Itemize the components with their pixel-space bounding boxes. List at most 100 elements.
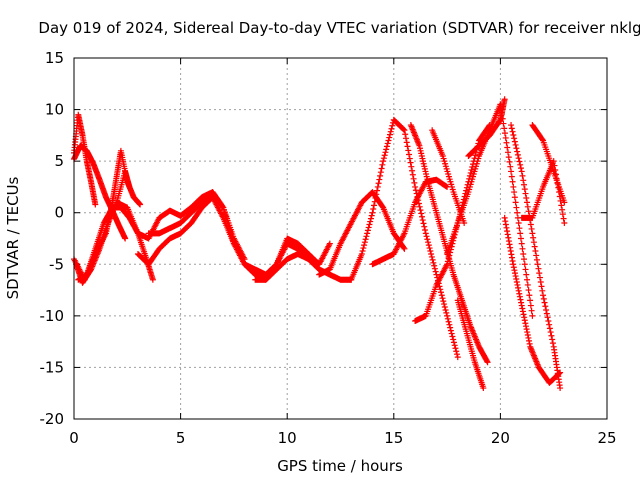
- data-point: [467, 169, 474, 176]
- data-point: [503, 224, 510, 231]
- data-point: [527, 302, 534, 309]
- data-point: [377, 172, 384, 179]
- data-point: [370, 206, 377, 213]
- data-point: [361, 239, 368, 246]
- data-point: [437, 286, 444, 293]
- data-point: [416, 203, 423, 210]
- data-point: [372, 194, 379, 201]
- data-point: [554, 180, 561, 187]
- data-point: [510, 264, 517, 271]
- data-point: [537, 278, 544, 285]
- data-point: [407, 159, 414, 166]
- data-point: [522, 266, 529, 273]
- data-point: [438, 289, 445, 296]
- data-point: [519, 308, 526, 315]
- data-point: [513, 204, 520, 211]
- data-point: [426, 245, 433, 252]
- data-point: [459, 202, 466, 209]
- data-point: [463, 184, 470, 191]
- data-point: [374, 187, 381, 194]
- data-point: [418, 210, 425, 217]
- data-point: [448, 330, 455, 337]
- data-point: [556, 193, 563, 200]
- data-point: [516, 293, 523, 300]
- data-point: [497, 101, 504, 108]
- data-point: [521, 186, 528, 193]
- data-point: [504, 231, 511, 238]
- data-point: [374, 183, 381, 190]
- data-point: [380, 158, 387, 165]
- data-point: [361, 242, 368, 249]
- data-point: [544, 314, 551, 321]
- data-point: [524, 199, 531, 206]
- data-point: [469, 164, 476, 171]
- data-point: [383, 143, 390, 150]
- data-point: [519, 305, 526, 312]
- data-point: [364, 230, 371, 237]
- data-point: [432, 268, 439, 275]
- y-tick-label: 0: [54, 204, 64, 222]
- data-point: [458, 205, 465, 212]
- data-point: [529, 312, 536, 319]
- data-point: [511, 267, 518, 274]
- y-tick-label: -15: [40, 358, 65, 376]
- data-point: [408, 163, 415, 170]
- data-point: [446, 321, 453, 328]
- data-point: [471, 155, 478, 162]
- data-point: [551, 162, 558, 169]
- data-point: [557, 385, 564, 392]
- data-point: [92, 201, 99, 208]
- data-point: [543, 310, 550, 317]
- data-point: [515, 284, 522, 291]
- data-point: [406, 155, 413, 162]
- data-point: [364, 227, 371, 234]
- data-point: [425, 242, 432, 249]
- data-point: [505, 149, 512, 156]
- data-point: [561, 199, 568, 206]
- data-point: [457, 211, 464, 218]
- data-point: [422, 230, 429, 237]
- series-track-k: [316, 189, 408, 278]
- data-point: [524, 281, 531, 288]
- data-point: [447, 324, 454, 331]
- data-point: [469, 161, 476, 168]
- data-point: [380, 155, 387, 162]
- data-point: [535, 265, 542, 272]
- data-point: [506, 158, 513, 165]
- data-point: [389, 122, 396, 129]
- data-point: [384, 140, 391, 147]
- data-point: [423, 233, 430, 240]
- data-point: [529, 230, 536, 237]
- series-track-q: [444, 122, 493, 257]
- data-point: [510, 183, 517, 190]
- data-point: [548, 332, 555, 339]
- series-track-n: [407, 122, 491, 366]
- data-point: [383, 146, 390, 153]
- data-point: [400, 244, 407, 251]
- data-point: [375, 180, 382, 187]
- data-point: [379, 161, 386, 168]
- data-point: [445, 318, 452, 325]
- data-point: [440, 298, 447, 305]
- data-point: [498, 110, 505, 117]
- data-point: [422, 227, 429, 234]
- data-point: [505, 234, 512, 241]
- data-point: [525, 334, 532, 341]
- data-point: [545, 318, 552, 325]
- data-point: [483, 358, 490, 365]
- data-point: [518, 299, 525, 306]
- data-point: [460, 199, 467, 206]
- data-point: [528, 307, 535, 314]
- data-point: [533, 252, 540, 259]
- data-point: [149, 276, 156, 283]
- data-point: [508, 168, 515, 175]
- y-tick-label: -10: [40, 307, 65, 325]
- y-tick-label: 15: [45, 49, 64, 67]
- data-point: [560, 215, 567, 222]
- data-point: [504, 144, 511, 151]
- data-point: [530, 239, 537, 246]
- data-point: [508, 251, 515, 258]
- data-point: [520, 311, 527, 318]
- data-point: [557, 197, 564, 204]
- data-point: [367, 215, 374, 222]
